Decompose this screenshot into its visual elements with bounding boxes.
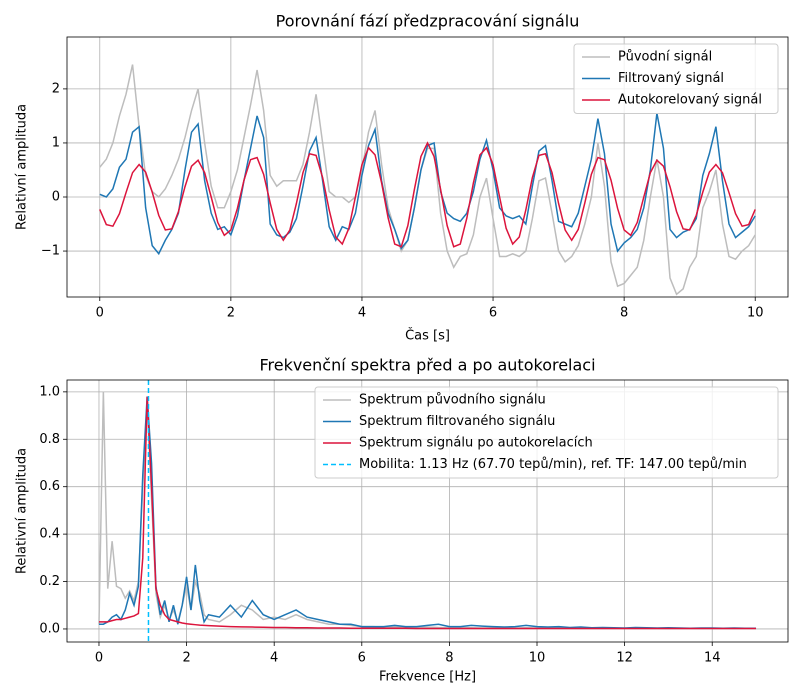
x-tick-label: 2	[182, 651, 190, 666]
y-tick-label: 0	[52, 190, 60, 205]
legend-label: Autokorelovaný signál	[618, 93, 762, 108]
legend-label: Spektrum původního signálu	[359, 393, 546, 408]
y-tick-label: 0.6	[39, 479, 60, 494]
legend-label: Mobilita: 1.13 Hz (67.70 tepů/min), ref.…	[359, 457, 747, 472]
y-tick-label: 1.0	[39, 384, 60, 399]
legend: Spektrum původního signálu Spektrum filtr…	[314, 386, 779, 479]
legend: Původní signál Filtrovaný signál Autokorel…	[573, 43, 779, 114]
x-tick-label: 14	[704, 651, 721, 666]
x-tick-label: 10	[529, 651, 546, 666]
axes-frame	[66, 379, 789, 643]
x-tick-label: 0	[96, 306, 104, 321]
y-tick-label: 0.4	[39, 527, 60, 542]
series-line	[99, 113, 756, 256]
x-tick-label: 6	[489, 306, 497, 321]
series-line	[98, 396, 757, 630]
x-tick-label: 8	[445, 651, 453, 666]
y-tick-label: 2	[52, 81, 60, 96]
legend-label: Původní signál	[618, 50, 712, 65]
y-tick-label: 0.0	[39, 621, 60, 636]
y-tick-label: −1	[41, 244, 60, 259]
y-tick-label: 1	[52, 135, 60, 150]
legend-label: Filtrovaný signál	[618, 71, 724, 86]
x-tick-label: 2	[227, 306, 235, 321]
x-tick-label: 12	[616, 651, 633, 666]
chart-title: Porovnání fází předzpracování signálu	[276, 12, 580, 31]
series-line	[99, 141, 756, 248]
legend-box	[573, 43, 779, 114]
y-axis-label: Relativní amplituda	[15, 104, 30, 230]
x-tick-label: 8	[620, 306, 628, 321]
legend-box	[314, 386, 779, 479]
chart-title: Frekvenční spektra před a po autokorelac…	[259, 356, 595, 375]
legend-label: Spektrum signálu po autokorelacích	[359, 436, 593, 451]
x-tick-label: 0	[95, 651, 103, 666]
legend-label: Spektrum filtrovaného signálu	[359, 414, 555, 429]
x-tick-label: 4	[270, 651, 278, 666]
x-axis-label: Čas [s]	[405, 328, 450, 344]
x-axis-label: Frekvence [Hz]	[379, 670, 476, 685]
x-tick-label: 6	[358, 651, 366, 666]
axes-frame	[66, 36, 789, 298]
x-tick-label: 4	[358, 306, 366, 321]
y-tick-label: 0.2	[39, 574, 60, 589]
y-tick-label: 0.8	[39, 432, 60, 447]
y-axis-label: Relativní amplituda	[15, 448, 30, 574]
x-tick-label: 10	[747, 306, 764, 321]
